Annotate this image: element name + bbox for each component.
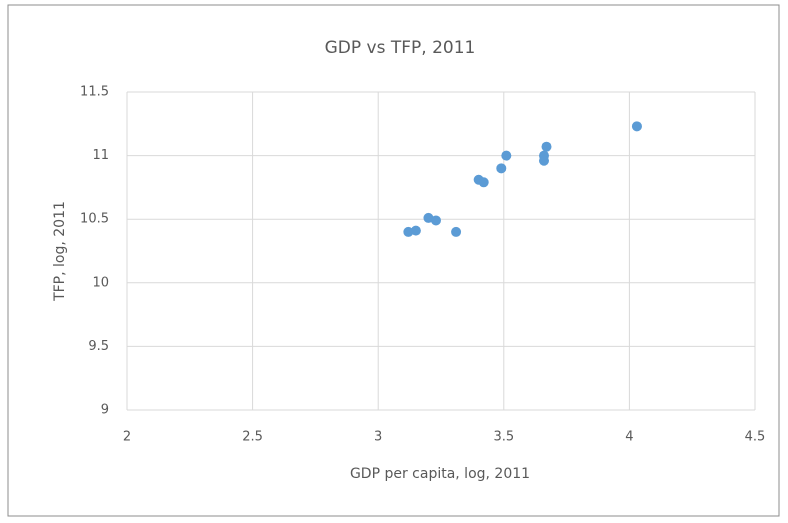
y-axis-title: TFP, log, 2011	[52, 201, 68, 302]
y-tick-label: 9.5	[88, 339, 109, 354]
x-tick-label: 2.5	[242, 430, 263, 445]
scatter-point	[451, 226, 462, 237]
scatter-point	[541, 141, 552, 152]
scatter-point	[423, 212, 434, 223]
scatter-point	[478, 177, 489, 188]
y-tick-label: 10.5	[80, 212, 109, 227]
scatter-point	[496, 163, 507, 174]
x-tick-label: 2	[123, 430, 131, 445]
chart-frame	[7, 4, 780, 517]
x-tick-label: 4.5	[745, 430, 766, 445]
y-tick-label: 11	[92, 148, 109, 163]
x-tick-label: 3	[374, 430, 382, 445]
y-tick-label: 9	[101, 403, 109, 418]
scatter-point	[410, 225, 421, 236]
scatter-point	[631, 121, 642, 132]
scatter-point	[403, 226, 414, 237]
scatter-point	[538, 155, 549, 166]
x-axis-title: GDP per capita, log, 2011	[350, 466, 530, 482]
chart-title: GDP vs TFP, 2011	[325, 38, 476, 58]
x-tick-label: 3.5	[493, 430, 514, 445]
y-tick-label: 11.5	[80, 85, 109, 100]
scatter-point	[430, 215, 441, 226]
scatter-point	[501, 150, 512, 161]
y-tick-label: 10	[92, 275, 109, 290]
x-tick-label: 4	[625, 430, 633, 445]
